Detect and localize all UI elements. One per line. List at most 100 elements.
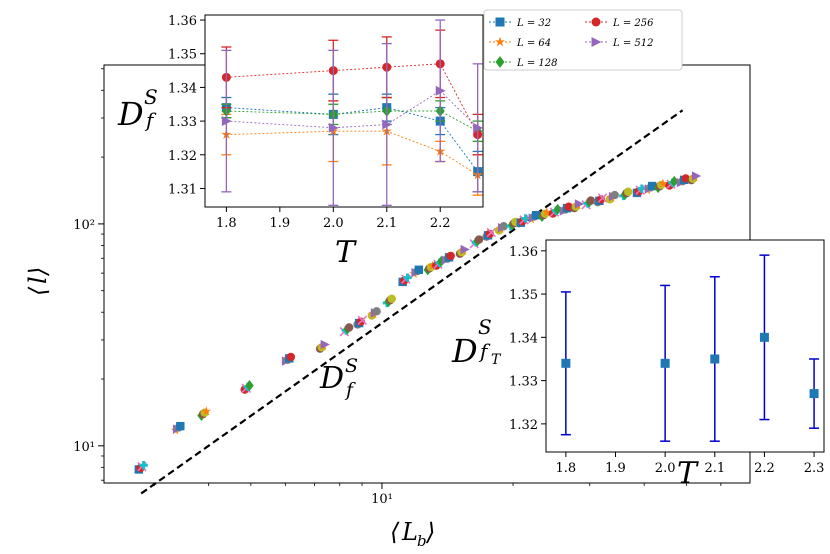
- legend-label: L = 64: [516, 38, 551, 49]
- data-point: [446, 251, 455, 261]
- data-point: [647, 181, 657, 191]
- inset-top-x-tick-label: 2.0: [323, 216, 344, 231]
- svg-text:D: D: [451, 332, 478, 370]
- legend-label: L = 256: [612, 18, 654, 29]
- main-x-axis-label: ⟨ L b ⟩: [390, 518, 435, 550]
- data-point: [372, 307, 381, 316]
- inset-top-point: [328, 122, 339, 133]
- data-point: [658, 178, 668, 188]
- data-point: [436, 255, 446, 267]
- legend-marker: [495, 17, 505, 27]
- inset-bottom-x-tick-label: 2.1: [704, 461, 725, 476]
- data-point: [499, 222, 508, 231]
- data-point: [624, 187, 633, 196]
- data-point: [245, 380, 254, 391]
- svg-text:L: L: [401, 518, 418, 546]
- inset-top-y-tick-label: 1.34: [168, 81, 197, 96]
- data-point: [357, 315, 368, 326]
- data-point: [531, 210, 541, 220]
- data-point: [637, 184, 646, 193]
- data-point: [610, 190, 619, 200]
- legend-marker: [591, 17, 601, 27]
- inset-top-point: [435, 85, 446, 96]
- svg-text:f: f: [344, 379, 356, 401]
- inset-bottom-point: [561, 358, 571, 368]
- legend-marker: [494, 36, 506, 47]
- data-point: [521, 214, 530, 223]
- legend-label: L = 128: [516, 58, 557, 69]
- legend-marker: [495, 56, 505, 68]
- data-point: [320, 339, 330, 350]
- inset-bottom-y-label: D S f T: [451, 315, 502, 370]
- inset-top-point: [221, 116, 232, 127]
- data-point: [176, 421, 185, 431]
- inset-bottom-x-label: T: [677, 456, 699, 491]
- inset-bottom-x-tick-label: 2.2: [754, 461, 775, 476]
- data-point: [574, 199, 585, 209]
- svg-text:T: T: [677, 456, 699, 491]
- svg-text:D: D: [117, 95, 144, 133]
- inset-bottom-x-tick-label: 2.3: [804, 461, 825, 476]
- x-tick-label: 10¹: [371, 492, 393, 507]
- inset-top-point: [382, 119, 393, 130]
- inset-bottom-frame: [545, 239, 825, 453]
- data-point: [403, 273, 412, 282]
- inset-top-y-tick-label: 1.36: [168, 14, 197, 29]
- inset-bottom-point: [809, 389, 819, 399]
- data-point: [691, 171, 702, 181]
- inset-bottom-x-tick-label: 1.8: [556, 461, 577, 476]
- inset-top-y-label: D S f: [117, 85, 158, 133]
- legend-label: L = 512: [612, 38, 653, 49]
- inset-top-y-tick-label: 1.31: [168, 182, 197, 197]
- legend-box: [483, 9, 683, 71]
- svg-text:l: l: [24, 276, 52, 284]
- fit-line: [140, 109, 684, 495]
- svg-text:⟨: ⟨: [390, 518, 400, 546]
- svg-text:⟨: ⟨: [24, 286, 52, 296]
- inset-top-x-tick-label: 1.8: [216, 216, 237, 231]
- inset-bottom-y-tick-label: 1.36: [509, 245, 538, 260]
- inset-bottom-point: [710, 354, 720, 364]
- svg-text:⟩: ⟩: [425, 518, 435, 546]
- data-point: [201, 406, 212, 416]
- inset-bottom-point: [660, 358, 670, 368]
- data-point: [542, 207, 552, 217]
- svg-text:S: S: [144, 85, 158, 109]
- svg-text:T: T: [491, 352, 502, 368]
- inset-top-y-tick-label: 1.33: [168, 115, 197, 130]
- data-point: [286, 352, 296, 362]
- data-point: [139, 461, 148, 470]
- svg-text:D: D: [319, 361, 344, 396]
- main-plot-layer: 10¹ 10¹ 10²: [73, 68, 722, 507]
- inset-bottom-layer: 1.8 1.9 2.0 2.1 2.2 2.3 1.32 1.33 1.34 1.35 1.36: [509, 245, 824, 476]
- svg-text:S: S: [478, 315, 492, 339]
- inset-top-x-tick-label: 1.9: [270, 216, 291, 231]
- data-point: [553, 203, 562, 215]
- inset-top-x-tick-label: 2.2: [430, 216, 451, 231]
- data-point: [344, 323, 354, 332]
- data-point: [670, 175, 679, 187]
- svg-text:⟩: ⟩: [24, 267, 52, 277]
- svg-text:b: b: [417, 532, 427, 550]
- inset-top-x-tick-label: 2.1: [376, 216, 397, 231]
- data-point: [586, 196, 596, 205]
- y-tick-label: 10¹: [73, 440, 95, 455]
- data-point: [474, 235, 484, 244]
- data-point: [486, 227, 497, 238]
- inset-bottom-y-tick-label: 1.34: [509, 331, 538, 346]
- inset-bottom-y-tick-label: 1.35: [509, 288, 538, 303]
- inset-top-y-tick-label: 1.32: [168, 149, 197, 164]
- inset-top-layer: 1.8 1.9 2.0 2.1 2.2 1.31 1.32 1.33 1.34 1.35 1.36: [168, 14, 484, 231]
- data-point: [414, 265, 424, 274]
- fit-line-label: D S f: [319, 355, 358, 401]
- inset-top-y-tick-label: 1.35: [168, 48, 197, 63]
- inset-bottom-x-tick-label: 1.9: [605, 461, 626, 476]
- inset-top-point: [473, 122, 484, 133]
- main-y-axis-label: ⟨ l ⟩: [24, 267, 52, 296]
- legend-label: L = 32: [516, 18, 551, 29]
- svg-text:S: S: [345, 355, 358, 377]
- y-tick-label: 10²: [73, 218, 95, 233]
- legend-marker: [591, 37, 602, 47]
- inset-top-x-label: T: [335, 235, 357, 270]
